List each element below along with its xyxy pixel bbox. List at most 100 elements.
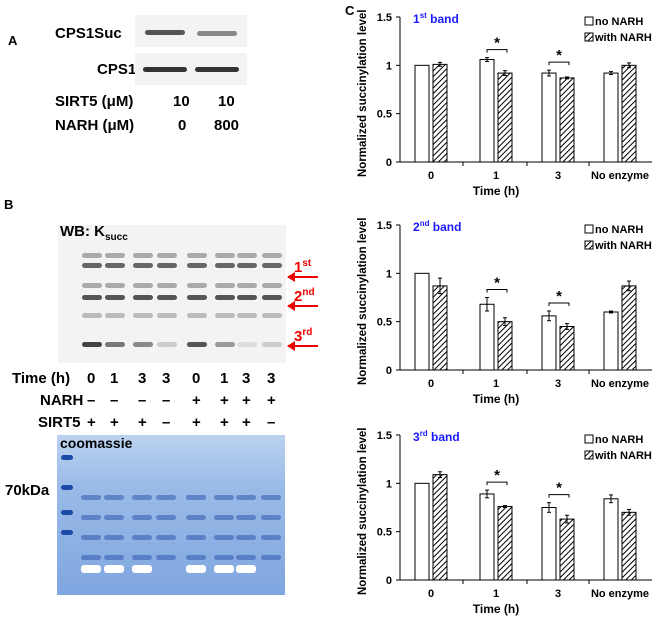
legend-label: no NARH (595, 16, 643, 28)
lane-value: + (110, 414, 119, 431)
x-tick-label: 3 (555, 170, 561, 182)
legend-swatch-icon (584, 450, 594, 460)
x-tick-label: 1 (493, 588, 499, 600)
y-tick-label: 0.5 (377, 109, 392, 121)
bar-with-narh (621, 511, 637, 581)
lane-value: – (267, 414, 276, 431)
title-part: st (420, 11, 427, 20)
lane-value: + (138, 414, 147, 431)
sirt5-conc-label: SIRT5 (μM) (55, 93, 134, 110)
y-tick-label: 0 (386, 157, 392, 169)
bar-with-narh (559, 77, 575, 163)
lane-value: + (192, 414, 201, 431)
legend-label: with NARH (594, 32, 652, 44)
western-blot (58, 225, 286, 363)
lane-value: 3 (138, 370, 147, 387)
bar-with-narh (432, 474, 448, 581)
y-tick-label: 1 (386, 268, 392, 280)
y-tick-label: 1.5 (377, 220, 392, 232)
lane-value: 1 (220, 370, 229, 387)
panel-c-label: C (345, 3, 355, 18)
band-label-2nd: 2nd (294, 287, 315, 305)
bar-with-narh (559, 518, 575, 581)
bar-no-narh (603, 311, 619, 371)
title-part: rd (420, 429, 428, 438)
significance-bracket (486, 289, 508, 293)
bar-no-narh (603, 72, 619, 163)
bar-no-narh (414, 64, 430, 163)
x-tick-label: 1 (493, 170, 499, 182)
x-tick-label: 1 (493, 378, 499, 390)
bar-with-narh (497, 506, 513, 581)
x-tick-label: No enzyme (591, 378, 649, 390)
lane-value: + (267, 392, 276, 409)
y-axis-label: Normalized succinylation level (357, 10, 369, 177)
bar-no-narh (414, 272, 430, 371)
band-label-1st: 1st (294, 258, 312, 276)
row-label: NARH (40, 392, 84, 409)
narh-value: 0 (178, 117, 187, 134)
significance-star: * (556, 288, 562, 305)
lane-value: 3 (267, 370, 276, 387)
y-tick-label: 1.5 (377, 12, 392, 24)
x-tick-label: No enzyme (591, 588, 649, 600)
lane-value: + (87, 414, 96, 431)
arrow-2nd-icon (287, 301, 318, 311)
y-tick-label: 0 (386, 575, 392, 587)
y-tick-label: 0 (386, 365, 392, 377)
cps1suc-blot (135, 15, 247, 47)
title-part: band (429, 220, 461, 234)
y-tick-label: 1.5 (377, 430, 392, 442)
significance-bracket (548, 494, 570, 498)
title-part: 1 (413, 12, 420, 26)
bar-no-narh (479, 59, 495, 163)
lane-value: + (242, 392, 251, 409)
band-label-3rd: 3rd (294, 327, 313, 345)
x-tick-label: 3 (555, 588, 561, 600)
x-axis-label: Time (h) (473, 184, 519, 198)
panel-a-label: A (8, 33, 18, 48)
bar-no-narh (414, 482, 430, 581)
significance-bracket (486, 481, 508, 486)
row-label: SIRT5 (38, 414, 81, 431)
title-part: 2 (413, 220, 420, 234)
bar-with-narh (497, 72, 513, 163)
arrow-3rd-icon (287, 341, 318, 351)
lane-value: + (242, 414, 251, 431)
legend-swatch-icon (584, 224, 594, 234)
legend-label: with NARH (594, 240, 652, 252)
cps1suc-label: CPS1Suc (55, 25, 122, 42)
legend-label: no NARH (595, 434, 643, 446)
cps1-label: CPS1 (97, 61, 137, 78)
bar-no-narh (603, 498, 619, 581)
title-part: 3 (413, 430, 420, 444)
significance-star: * (494, 275, 500, 292)
legend-swatch-icon (584, 16, 594, 26)
bar-with-narh (432, 285, 448, 371)
x-tick-label: 3 (555, 378, 561, 390)
lane-value: – (138, 392, 147, 409)
y-axis-label: Normalized succinylation level (357, 218, 369, 385)
legend-swatch-icon (584, 32, 594, 42)
lane-value: + (220, 392, 229, 409)
y-tick-label: 1 (386, 478, 392, 490)
y-tick-label: 1 (386, 60, 392, 72)
y-axis-label: Normalized succinylation level (357, 428, 369, 595)
sirt5-value: 10 (173, 93, 190, 110)
lane-value: 1 (110, 370, 119, 387)
bar-no-narh (479, 303, 495, 371)
chart-title: 3rd band (413, 429, 460, 444)
lane-value: 3 (242, 370, 251, 387)
y-tick-label: 0.5 (377, 317, 392, 329)
lane-value: + (220, 414, 229, 431)
lane-value: – (162, 414, 171, 431)
significance-bracket (486, 49, 508, 53)
legend-swatch-icon (584, 434, 594, 444)
significance-bracket (548, 302, 570, 307)
row-label: Time (h) (12, 370, 71, 387)
bar-with-narh (621, 285, 637, 371)
chart-title: 2nd band (413, 219, 461, 234)
y-tick-label: 0.5 (377, 527, 392, 539)
x-axis-label: Time (h) (473, 392, 519, 406)
title-part: nd (420, 219, 430, 228)
